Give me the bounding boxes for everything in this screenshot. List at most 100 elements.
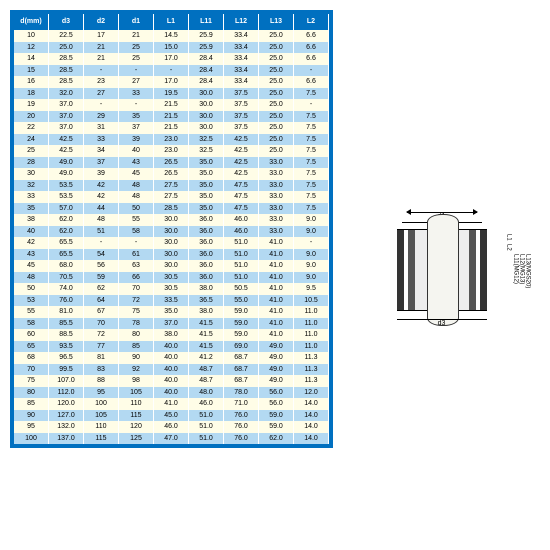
cell: 33.0 — [259, 191, 294, 203]
cell: 45 — [119, 168, 154, 180]
cell: 68.7 — [224, 364, 259, 376]
cell: 7.5 — [294, 168, 329, 180]
cell: 28.5 — [49, 53, 84, 65]
cell: 14.0 — [294, 433, 329, 445]
cell: 80 — [14, 387, 49, 399]
col-header: d1 — [119, 14, 154, 30]
table-row: 4568.0566330.036.051.041.09.0 — [14, 260, 329, 272]
cell: 47.5 — [224, 180, 259, 192]
cell: 70 — [14, 364, 49, 376]
cell: 92 — [119, 364, 154, 376]
cell: 10.5 — [294, 295, 329, 307]
cell: 62.0 — [49, 226, 84, 238]
cell: 25.0 — [259, 76, 294, 88]
cell: 26.5 — [154, 157, 189, 169]
cell: 76.0 — [224, 433, 259, 445]
cell: 33 — [84, 134, 119, 146]
cell: 35.0 — [189, 157, 224, 169]
cell: 14.0 — [294, 410, 329, 422]
cell: 47.5 — [224, 203, 259, 215]
cell: 16 — [14, 76, 49, 88]
cell: 33.4 — [224, 30, 259, 42]
cell: 54 — [84, 249, 119, 261]
cell: 33.0 — [259, 168, 294, 180]
table-row: 100137.011512547.051.076.062.014.0 — [14, 433, 329, 445]
cell: 48.0 — [189, 387, 224, 399]
cell: 49.0 — [259, 341, 294, 353]
cell: 77 — [84, 341, 119, 353]
cell: 105 — [119, 387, 154, 399]
cell: 14 — [14, 53, 49, 65]
table-row: 3253.5424827.535.047.533.07.5 — [14, 180, 329, 192]
cell: 33.4 — [224, 42, 259, 54]
cell: 7.5 — [294, 111, 329, 123]
table-row: 6896.5819040.041.268.749.011.3 — [14, 352, 329, 364]
cell: 49.0 — [49, 168, 84, 180]
cell: 46.0 — [224, 226, 259, 238]
cell: 37.5 — [224, 111, 259, 123]
col-header: d2 — [84, 14, 119, 30]
cell: 6.6 — [294, 30, 329, 42]
cell: 90 — [14, 410, 49, 422]
cell: 29 — [84, 111, 119, 123]
cell: 30 — [14, 168, 49, 180]
table-row: 1022.5172114.525.933.425.06.6 — [14, 30, 329, 42]
cell: 46.0 — [154, 421, 189, 433]
cell: 25.0 — [259, 111, 294, 123]
cell: 36.0 — [189, 226, 224, 238]
cell: 11.0 — [294, 341, 329, 353]
cell: 15.0 — [154, 42, 189, 54]
cell: 65.5 — [49, 237, 84, 249]
col-header: d(mm) — [14, 14, 49, 30]
cell: 37.0 — [49, 122, 84, 134]
cell: 48 — [119, 180, 154, 192]
cell: 25.0 — [259, 53, 294, 65]
table-row: 1428.5212517.028.433.425.06.6 — [14, 53, 329, 65]
cell: 9.0 — [294, 214, 329, 226]
cell: 99.5 — [49, 364, 84, 376]
cell: 40.0 — [154, 375, 189, 387]
cell: 25.0 — [259, 145, 294, 157]
cell: 41.0 — [259, 318, 294, 330]
cell: 59.0 — [259, 410, 294, 422]
cell: 39 — [119, 134, 154, 146]
table-row: 1937.0--21.530.037.525.0- — [14, 99, 329, 111]
dim-L13: L13(MGS20) — [525, 254, 531, 288]
table-row: 75107.0889840.048.768.749.011.3 — [14, 375, 329, 387]
cell: 42.5 — [49, 145, 84, 157]
spec-table-container: d(mm)d3d2d1L1L11L12L13L2 1022.5172114.52… — [10, 10, 333, 448]
cell: 42 — [84, 191, 119, 203]
table-row: 2849.0374326.535.042.533.07.5 — [14, 157, 329, 169]
cell: 115 — [84, 433, 119, 445]
cell: 9.0 — [294, 226, 329, 238]
cell: 27 — [119, 76, 154, 88]
cell: 100 — [14, 433, 49, 445]
cell: 85 — [14, 398, 49, 410]
cell: 120 — [119, 421, 154, 433]
cell: 7.5 — [294, 180, 329, 192]
cell: 22 — [14, 122, 49, 134]
table-row: 1832.0273319.530.037.525.07.5 — [14, 88, 329, 100]
cell: 47.0 — [154, 433, 189, 445]
cell: 127.0 — [49, 410, 84, 422]
cell: 59.0 — [224, 306, 259, 318]
cell: 11.3 — [294, 352, 329, 364]
cell: 37.0 — [49, 99, 84, 111]
cell: 48 — [84, 214, 119, 226]
cell: 19.5 — [154, 88, 189, 100]
cell: 41.5 — [189, 341, 224, 353]
cell: 25.0 — [49, 42, 84, 54]
cell: 137.0 — [49, 433, 84, 445]
cell: 48.7 — [189, 364, 224, 376]
table-row: 6593.5778540.041.569.049.011.0 — [14, 341, 329, 353]
cell: 21.5 — [154, 122, 189, 134]
cell: 14.0 — [294, 398, 329, 410]
cell: 43 — [119, 157, 154, 169]
cell: 25.0 — [259, 42, 294, 54]
dim-L2: L2 — [506, 244, 512, 251]
cell: 39 — [84, 168, 119, 180]
cell: - — [294, 237, 329, 249]
cell: 17 — [84, 30, 119, 42]
cell: 12 — [14, 42, 49, 54]
cell: 18 — [14, 88, 49, 100]
